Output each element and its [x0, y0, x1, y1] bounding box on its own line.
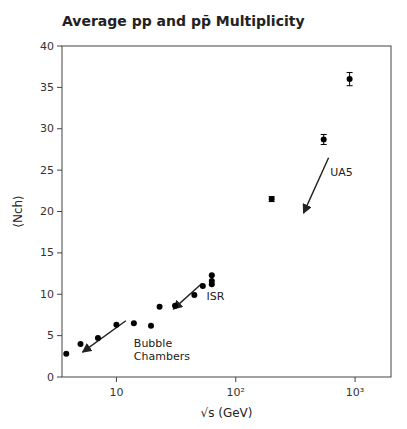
x-tick [116, 377, 117, 382]
annotation-text: UA5 [330, 166, 353, 179]
chart: Average pp and pp̄ Multiplicity 0 5 10 15 20 2… [0, 0, 407, 429]
annotation-arrow [304, 158, 329, 213]
point [209, 272, 215, 278]
error-bar [321, 135, 327, 145]
error-bar-cap [347, 72, 353, 73]
error-bar-cap [347, 85, 353, 86]
error-bar-cap [321, 134, 327, 135]
annotation-line: UA5 [330, 166, 353, 179]
annotation-line: Chambers [134, 350, 190, 363]
point [172, 303, 178, 309]
y-tick-label: 25 [40, 164, 54, 177]
error-bar [347, 72, 353, 85]
point [148, 323, 154, 329]
annotation-text: ISR [207, 290, 225, 303]
y-tick-label: 35 [40, 81, 54, 94]
y-tick [57, 335, 62, 336]
annotation-line: ISR [207, 290, 225, 303]
annotation-text: BubbleChambers [134, 337, 190, 363]
error-bar [269, 197, 275, 202]
y-tick [57, 252, 62, 253]
x-tick-label: 10² [227, 386, 245, 399]
point [113, 322, 119, 328]
x-axis-label: √s (GeV) [201, 406, 253, 420]
point [209, 278, 215, 284]
x-tick-label: 10³ [346, 386, 364, 399]
x-tick [235, 377, 236, 382]
y-tick-label: 20 [40, 205, 54, 218]
x-tick-label: 10 [109, 386, 123, 399]
y-tick-label: 15 [40, 246, 54, 259]
chart-container: Average pp and pp̄ Multiplicity 0 5 10 15 20 2… [0, 0, 407, 429]
error-bar-cap [321, 144, 327, 145]
series [269, 72, 353, 202]
y-tick-label: 40 [40, 40, 54, 53]
point [347, 76, 353, 82]
annotation-arrow [83, 321, 126, 352]
y-tick [57, 87, 62, 88]
y-tick [57, 170, 62, 171]
y-tick-label: 0 [47, 371, 54, 384]
y-tick [57, 211, 62, 212]
y-tick [57, 294, 62, 295]
point [200, 283, 206, 289]
axes: 0 5 10 15 20 25 30 35 40 10 10² 10³ [40, 40, 391, 400]
y-tick-label: 5 [47, 329, 54, 342]
y-tick-label: 10 [40, 288, 54, 301]
y-tick [57, 377, 62, 378]
point [131, 320, 137, 326]
y-axis-label: ⟨Nch⟩ [11, 195, 25, 228]
plot-area [63, 72, 352, 356]
point [95, 335, 101, 341]
point [191, 292, 197, 298]
y-tick [57, 46, 62, 47]
point [63, 351, 69, 357]
y-tick-label: 30 [40, 122, 54, 135]
plot-frame [62, 46, 391, 377]
annotation-line: Bubble [134, 337, 173, 350]
point [269, 196, 275, 202]
y-tick [57, 128, 62, 129]
point [77, 341, 83, 347]
point [321, 137, 327, 143]
x-tick [355, 377, 356, 382]
point [157, 304, 163, 310]
annotations: BubbleChambers ISR UA5 [134, 166, 353, 363]
title: Average pp and pp̄ Multiplicity [62, 13, 305, 29]
